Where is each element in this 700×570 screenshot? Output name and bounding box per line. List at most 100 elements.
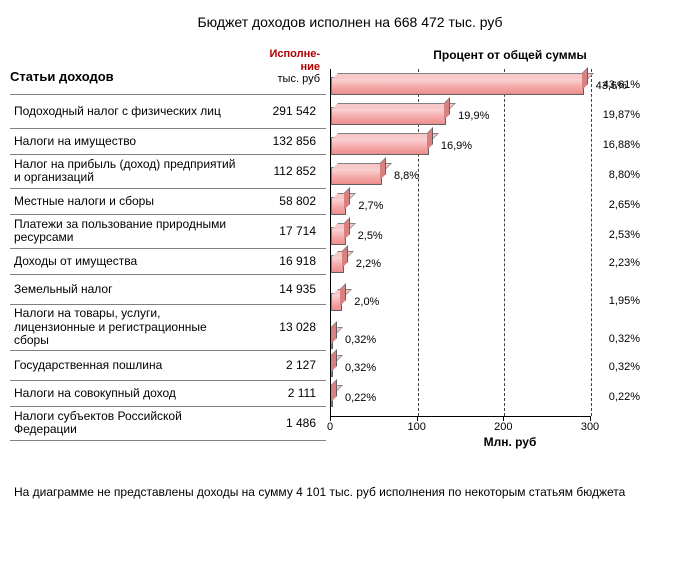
content-row: Статьи доходов Исполне- ние тыс. руб Под…: [10, 48, 690, 449]
x-tick-label: 200: [494, 421, 512, 433]
bar-pct-label: 0,32%: [345, 334, 376, 346]
table-row: Местные налоги и сборы58 802: [10, 188, 326, 214]
right-pct-column: 43,61% 19,87% 16,88% 8,80% 2,65% 2,53% 2,23% 1,…: [590, 69, 640, 417]
bar-pct-label: 2,0%: [354, 296, 379, 308]
bar-pct-label: 16,9%: [441, 140, 472, 152]
row-value: 112 852: [246, 154, 326, 188]
page-root: Бюджет доходов исполнен на 668 472 тыс. …: [0, 0, 700, 570]
right-pct-label: 1,95%: [590, 295, 640, 307]
right-pct-label: 19,87%: [590, 109, 640, 121]
x-ticks: 0100200300: [330, 417, 590, 433]
bar-row: 19,9%: [331, 107, 489, 125]
right-pct-label: 8,80%: [590, 169, 640, 181]
right-pct-label: 2,65%: [590, 199, 640, 211]
row-label: Налоги на товары, услуги, лицензионные и…: [10, 304, 246, 350]
table-row: Платежи за пользование природными ресурс…: [10, 214, 326, 248]
bar: [331, 389, 333, 407]
bar-row: 2,7%: [331, 197, 383, 215]
table-row: Налоги субъектов Российской Федерации1 4…: [10, 406, 326, 440]
right-pct-label: 16,88%: [590, 139, 640, 151]
x-tick-label: 300: [581, 421, 599, 433]
bar: [331, 255, 344, 273]
page-title: Бюджет доходов исполнен на 668 472 тыс. …: [10, 14, 690, 30]
table-row: Государственная пошлина2 127: [10, 350, 326, 380]
bar: [331, 293, 342, 311]
bar-pct-label: 2,7%: [358, 200, 383, 212]
bar-pct-label: 0,22%: [345, 392, 376, 404]
right-pct-label: 43,61%: [590, 79, 640, 91]
bar-pct-label: 2,2%: [356, 258, 381, 270]
bar: [331, 197, 346, 215]
table-row: Доходы от имущества16 918: [10, 248, 326, 274]
right-pct-label: 0,22%: [590, 391, 640, 403]
x-tick-label: 100: [407, 421, 425, 433]
bar: [331, 107, 446, 125]
row-label: Доходы от имущества: [10, 248, 246, 274]
bar-row: 8,8%: [331, 167, 419, 185]
row-value: 132 856: [246, 128, 326, 154]
right-pct-label: 2,53%: [590, 229, 640, 241]
bar: [331, 137, 429, 155]
row-value: 2 127: [246, 350, 326, 380]
header-value: Исполне- ние тыс. руб: [246, 48, 326, 88]
table-column: Статьи доходов Исполне- ние тыс. руб Под…: [10, 48, 330, 441]
bar: [331, 331, 333, 349]
header-val-l3: тыс. руб: [278, 73, 320, 85]
header-name: Статьи доходов: [10, 69, 246, 88]
bar: [331, 167, 382, 185]
row-label: Государственная пошлина: [10, 350, 246, 380]
bar: [331, 77, 584, 95]
right-pct-label: 0,32%: [590, 361, 640, 373]
table-row: Налоги на имущество132 856: [10, 128, 326, 154]
bar: [331, 227, 346, 245]
footnote: На диаграмме не представлены доходы на с…: [10, 485, 690, 501]
table-row: Налоги на совокупный доход2 111: [10, 380, 326, 406]
header-val-l1: Исполне-: [269, 48, 320, 60]
bar-pct-label: 8,8%: [394, 170, 419, 182]
bar-row: 2,5%: [331, 227, 383, 245]
row-label: Налоги на совокупный доход: [10, 380, 246, 406]
bar-pct-label: 2,5%: [358, 230, 383, 242]
row-label: Платежи за пользование природными ресурс…: [10, 214, 246, 248]
table-row: Подоходный налог с физических лиц291 542: [10, 94, 326, 128]
bar-pct-label: 0,32%: [345, 362, 376, 374]
data-table: Подоходный налог с физических лиц291 542…: [10, 94, 326, 441]
table-row: Земельный налог14 935: [10, 274, 326, 304]
plot-wrap: 43,6% 19,9% 16,9% 8,8% 2,7% 2,5% 2,2% 2,0% 0,32%…: [330, 68, 690, 417]
grid-line: [504, 69, 505, 416]
row-value: 1 486: [246, 406, 326, 440]
bar-pct-label: 19,9%: [458, 110, 489, 122]
table-headers: Статьи доходов Исполне- ние тыс. руб: [10, 48, 330, 88]
table-row: Налог на прибыль (доход) предприятий и о…: [10, 154, 326, 188]
bar-row: 43,6%: [331, 77, 627, 95]
x-axis-label: Млн. руб: [330, 435, 690, 449]
row-label: Налог на прибыль (доход) предприятий и о…: [10, 154, 246, 188]
row-label: Налоги на имущество: [10, 128, 246, 154]
chart-column: Процент от общей суммы 43,6% 19,9% 16,9% 8,…: [330, 48, 690, 449]
header-val-l2: ние: [300, 61, 320, 73]
bar-row: 16,9%: [331, 137, 472, 155]
chart-title: Процент от общей суммы: [330, 48, 690, 62]
right-pct-label: 2,23%: [590, 257, 640, 269]
bar-row: 0,32%: [331, 359, 376, 377]
bar-row: 0,32%: [331, 331, 376, 349]
row-value: 291 542: [246, 94, 326, 128]
bar-row: 2,2%: [331, 255, 381, 273]
row-value: 2 111: [246, 380, 326, 406]
bar-row: 0,22%: [331, 389, 376, 407]
bar-row: 2,0%: [331, 293, 379, 311]
row-value: 16 918: [246, 248, 326, 274]
row-value: 17 714: [246, 214, 326, 248]
row-label: Налоги субъектов Российской Федерации: [10, 406, 246, 440]
x-tick-label: 0: [327, 421, 333, 433]
right-pct-label: 0,32%: [590, 333, 640, 345]
row-value: 14 935: [246, 274, 326, 304]
plot-area: 43,6%19,9%16,9%8,8%2,7%2,5%2,2%2,0%0,32%…: [330, 69, 590, 417]
row-value: 13 028: [246, 304, 326, 350]
table-row: Налоги на товары, услуги, лицензионные и…: [10, 304, 326, 350]
row-value: 58 802: [246, 188, 326, 214]
row-label: Земельный налог: [10, 274, 246, 304]
row-label: Подоходный налог с физических лиц: [10, 94, 246, 128]
bar: [331, 359, 333, 377]
row-label: Местные налоги и сборы: [10, 188, 246, 214]
